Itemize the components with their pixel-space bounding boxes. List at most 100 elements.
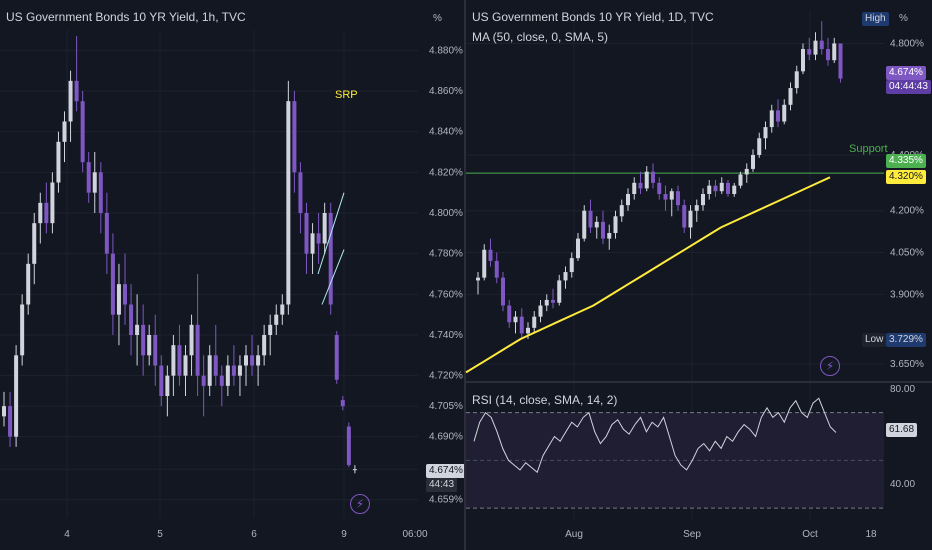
x-tick-label: 5 [157, 529, 163, 540]
candle-body [826, 49, 830, 61]
candle-body [44, 202, 49, 224]
lightning-icon[interactable]: ⚡ [350, 494, 370, 514]
candle-body [763, 127, 768, 139]
rsi-value-tag: 61.68 [886, 423, 918, 437]
candle-body [813, 40, 818, 55]
y-tick-label: 4.800% [890, 38, 924, 49]
right-chart-title: US Government Bonds 10 YR Yield, 1D, TVC [472, 10, 714, 24]
candle-body [116, 284, 121, 315]
candle-body [207, 355, 212, 386]
support-label: Support [849, 143, 888, 155]
candle-body [794, 71, 799, 89]
candle-body [268, 324, 273, 335]
candle-body [135, 324, 140, 335]
low-value-tag: 3.729% [886, 333, 926, 347]
candle-body [569, 258, 574, 273]
trend-line [321, 249, 345, 305]
ma-line [465, 176, 831, 374]
candle-body [738, 174, 743, 186]
candle-body [322, 213, 327, 244]
candle-body [669, 191, 674, 200]
candle-body [304, 213, 309, 254]
x-tick-label: 9 [341, 529, 347, 540]
candle-body [256, 355, 261, 366]
candle-body [219, 375, 224, 386]
y-tick-label: 4.880% [429, 45, 463, 56]
candle-body [250, 355, 255, 366]
candle-body [788, 88, 793, 105]
candle-body [14, 355, 19, 437]
candle-body [80, 101, 85, 163]
right-countdown-tag: 04:44:43 [886, 80, 931, 94]
x-tick-label: Aug [565, 529, 583, 540]
x-tick-label: Sep [683, 529, 701, 540]
pane-divider[interactable] [464, 0, 466, 550]
lightning-icon[interactable]: ⚡ [820, 356, 840, 376]
left-chart-title: US Government Bonds 10 YR Yield, 1h, TVC [6, 10, 246, 24]
candle-body [832, 43, 837, 61]
candle-body [171, 345, 176, 376]
candle-body [183, 355, 188, 376]
y-tick-label: 4.690% [429, 432, 463, 443]
candle-body [626, 194, 630, 206]
trend-line [317, 192, 345, 275]
candle-body [538, 305, 543, 317]
candle-body [644, 171, 649, 189]
candle-body [694, 205, 699, 211]
candle-body [129, 304, 134, 335]
candle-body [663, 194, 668, 200]
y-tick-label: 4.780% [429, 249, 463, 260]
candle-body [141, 324, 146, 356]
y-tick-label: 3.650% [890, 359, 924, 370]
rsi-tick-label: 40.00 [890, 479, 915, 490]
candle-body [576, 238, 580, 259]
candle-body [544, 299, 549, 306]
candle-body [519, 316, 524, 334]
candle-body [594, 221, 599, 228]
candle-body [195, 324, 200, 376]
candle-body [701, 194, 705, 206]
candle-body [298, 172, 303, 213]
candle-body [619, 205, 624, 217]
candle-body [213, 355, 218, 376]
candle-body [482, 249, 487, 278]
candle-body [231, 365, 236, 376]
candle-body [68, 80, 73, 122]
rsi-indicator-label[interactable]: RSI (14, close, SMA, 14, 2) [472, 393, 618, 407]
candle-body [588, 210, 593, 228]
candle-body [613, 216, 618, 234]
y-tick-label: 4.820% [429, 167, 463, 178]
candle-body [526, 327, 530, 334]
candle-body [726, 182, 730, 194]
right-chart-pane[interactable]: 3.650%3.900%4.050%4.200%4.400%4.800%AugS… [465, 0, 932, 550]
candle-body [601, 221, 605, 239]
ma-indicator-label[interactable]: MA (50, close, 0, SMA, 5) [472, 30, 609, 44]
candle-body [838, 43, 843, 79]
candle-body [26, 263, 31, 305]
right-chart-canvas[interactable]: 3.650%3.900%4.050%4.200%4.400%4.800%AugS… [465, 0, 932, 550]
left-axis-unit: % [433, 13, 442, 24]
candle-body [104, 213, 109, 254]
candle-body [807, 49, 812, 55]
candle-body [801, 49, 805, 72]
left-chart-canvas[interactable]: 4.659% 4.690% 4.705% 4.720% 4.740% 4.760% 4.78… [0, 0, 464, 550]
candle-body [757, 138, 762, 155]
candle-body [551, 299, 555, 303]
support-tag: 4.335% [886, 154, 926, 168]
candle-body [582, 210, 587, 239]
candle-body [316, 233, 321, 244]
right-price-tag: 4.674% [886, 66, 926, 80]
candle-body [352, 469, 357, 471]
candle-body [563, 272, 568, 281]
candle-body [62, 121, 67, 142]
candle-body [201, 375, 206, 386]
candle-body [707, 185, 712, 194]
candle-body [494, 260, 499, 278]
y-tick-label: 4.200% [890, 206, 924, 217]
candle-body [189, 324, 194, 356]
candle-body [713, 185, 718, 192]
candle-body [776, 110, 780, 122]
candle-body [153, 335, 158, 366]
ma-tag: 4.320% [886, 170, 926, 184]
left-chart-pane[interactable]: 4.659% 4.690% 4.705% 4.720% 4.740% 4.760% 4.78… [0, 0, 466, 550]
